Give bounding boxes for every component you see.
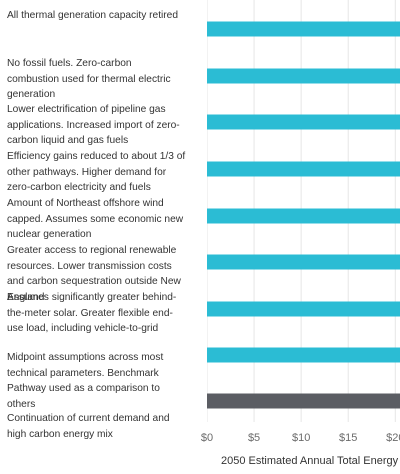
category-label-line: Efficiency gains reduced to about 1/3 of [7, 151, 186, 162]
category-label-1: All thermal generation capacity retired [7, 8, 199, 24]
category-label-line: the-meter solar. Greater flexible end- [7, 307, 173, 319]
category-label-4: Efficiency gains reduced to about 1/3 of… [7, 149, 199, 196]
category-label-line: Midpoint assumptions across most [7, 352, 164, 363]
bar-3 [207, 114, 400, 130]
category-label-line: other pathways. Higher demand for [7, 166, 167, 178]
category-label-line: resources. Lower transmission costs [7, 260, 172, 272]
category-label-line: carbon liquid and gas fuels [7, 135, 129, 146]
category-label-line: technical parameters. Benchmark [7, 367, 159, 379]
bar-1 [207, 21, 400, 37]
category-label-line: Continuation of current demand and [7, 413, 170, 424]
x-axis-title: 2050 Estimated Annual Total Energy [221, 455, 399, 467]
bar-2 [207, 68, 400, 84]
category-label-3: Lower electrification of pipeline gas app… [7, 102, 199, 149]
category-label-7: Assumes significantly greater behind-the… [7, 290, 199, 337]
category-label-9: Continuation of current demand and high c… [7, 411, 199, 442]
category-label-line: and carbon sequestration outside New [7, 276, 181, 287]
category-label-line: Lower electrification of pipeline gas [7, 104, 166, 115]
bar-7 [207, 301, 400, 317]
plot-area [207, 0, 400, 422]
category-label-line: generation [7, 89, 56, 100]
category-label-2: No fossil fuels. Zero-carbon combustion u… [7, 56, 199, 103]
category-label-line: zero-carbon electricity and fuels [7, 182, 151, 193]
category-label-line: England [7, 291, 45, 303]
bar-8 [207, 347, 400, 363]
bar-6 [207, 254, 400, 270]
category-label-6: Greater access to regional renewable reso… [7, 243, 199, 305]
category-label-line: No fossil fuels. Zero-carbon [7, 58, 132, 69]
category-label-line: nuclear generation [7, 229, 92, 240]
category-label-line: Amount of Northeast offshore wind [7, 198, 164, 209]
category-label-line: Pathway used as a comparison to [7, 383, 160, 394]
category-label-line: high carbon energy mix [7, 428, 113, 440]
category-label-line: All thermal generation capacity retired [7, 10, 179, 21]
x-tick-label: $5 [247, 432, 261, 444]
category-label-line: combustion used for thermal electric [7, 73, 171, 85]
category-label-line: Assumes significantly greater behind- [7, 292, 177, 303]
category-label-line: capped. Assumes some economic new [7, 213, 184, 225]
category-label-line: applications. Increased import of zero- [7, 119, 180, 131]
bar-9 [207, 393, 400, 409]
category-label-line: Greater access to regional renewable [7, 245, 177, 256]
x-tick-label: $0 [200, 432, 214, 444]
category-label-8: Midpoint assumptions across most technica… [7, 350, 199, 412]
bar-5 [207, 208, 400, 224]
category-label-line: others [7, 398, 36, 410]
x-tick-label: $15 [339, 432, 358, 444]
x-tick-label: $20 [386, 432, 400, 444]
bar-4 [207, 161, 400, 177]
category-label-line: use load, including vehicle-to-grid [7, 323, 159, 334]
x-tick-label: $10 [291, 432, 311, 444]
category-label-5: Amount of Northeast offshore wind capped.… [7, 196, 199, 243]
